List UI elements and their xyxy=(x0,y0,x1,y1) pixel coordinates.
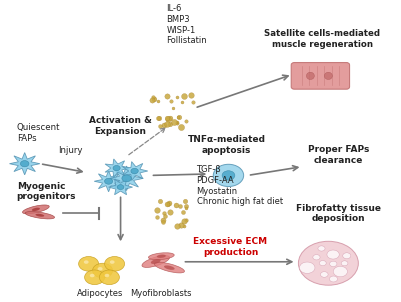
Text: Quiescent
FAPs: Quiescent FAPs xyxy=(17,123,60,143)
Circle shape xyxy=(320,272,328,277)
FancyArrowPatch shape xyxy=(43,164,82,173)
Text: Myogenic
progenitors: Myogenic progenitors xyxy=(17,182,76,201)
Text: Proper FAPs
clearance: Proper FAPs clearance xyxy=(308,145,369,165)
FancyArrowPatch shape xyxy=(118,197,123,239)
Circle shape xyxy=(319,261,326,266)
Ellipse shape xyxy=(148,253,174,260)
Ellipse shape xyxy=(25,212,55,219)
Text: Satellite cells-mediated
muscle regeneration: Satellite cells-mediated muscle regenera… xyxy=(264,29,381,49)
Ellipse shape xyxy=(154,262,184,273)
Ellipse shape xyxy=(164,265,175,270)
Circle shape xyxy=(122,175,131,182)
Circle shape xyxy=(110,260,115,264)
Text: Fibrofatty tissue
deposition: Fibrofatty tissue deposition xyxy=(296,204,381,223)
Ellipse shape xyxy=(142,255,170,268)
FancyArrowPatch shape xyxy=(185,259,292,264)
Text: Excessive ECM
production: Excessive ECM production xyxy=(193,237,267,257)
Circle shape xyxy=(93,263,113,278)
Circle shape xyxy=(20,161,29,167)
Circle shape xyxy=(105,256,125,271)
Circle shape xyxy=(213,164,244,187)
Circle shape xyxy=(341,261,348,266)
FancyArrowPatch shape xyxy=(250,166,298,175)
Circle shape xyxy=(79,256,99,271)
Polygon shape xyxy=(123,162,148,180)
Polygon shape xyxy=(10,153,40,175)
FancyArrowPatch shape xyxy=(153,172,205,177)
Circle shape xyxy=(85,270,105,284)
Circle shape xyxy=(300,262,315,273)
Ellipse shape xyxy=(306,72,314,79)
Text: Injury: Injury xyxy=(59,146,83,155)
Circle shape xyxy=(327,250,339,259)
Text: Myofibroblasts: Myofibroblasts xyxy=(130,290,191,298)
Circle shape xyxy=(313,255,320,260)
Text: IL-6
BMP3
WISP-1
Follistatin: IL-6 BMP3 WISP-1 Follistatin xyxy=(166,4,207,45)
Ellipse shape xyxy=(157,255,166,258)
Text: Adipocytes: Adipocytes xyxy=(77,290,124,298)
Circle shape xyxy=(84,260,89,264)
Ellipse shape xyxy=(35,214,44,217)
Circle shape xyxy=(330,276,338,282)
Circle shape xyxy=(117,185,124,190)
Ellipse shape xyxy=(32,208,40,211)
Polygon shape xyxy=(109,179,133,195)
Circle shape xyxy=(105,178,113,184)
Polygon shape xyxy=(105,159,130,177)
Text: Activation &
Expansion: Activation & Expansion xyxy=(89,116,152,136)
Polygon shape xyxy=(110,166,143,191)
Circle shape xyxy=(318,246,325,251)
Ellipse shape xyxy=(324,72,332,79)
Circle shape xyxy=(99,270,119,284)
Circle shape xyxy=(131,168,138,174)
Text: TGF-β
PDGF-AA
Myostatin
Chronic high fat diet: TGF-β PDGF-AA Myostatin Chronic high fat… xyxy=(196,165,283,206)
Polygon shape xyxy=(94,171,123,192)
FancyBboxPatch shape xyxy=(291,63,350,89)
Circle shape xyxy=(330,261,337,267)
FancyArrowPatch shape xyxy=(129,128,165,155)
Circle shape xyxy=(222,171,235,180)
Circle shape xyxy=(298,241,358,285)
Circle shape xyxy=(343,253,351,259)
Ellipse shape xyxy=(151,259,161,264)
FancyArrowPatch shape xyxy=(197,75,288,107)
Circle shape xyxy=(105,274,109,277)
Text: TNFα-mediated
apoptosis: TNFα-mediated apoptosis xyxy=(188,135,265,155)
Circle shape xyxy=(90,274,95,277)
Circle shape xyxy=(113,165,120,171)
Ellipse shape xyxy=(22,205,49,214)
Circle shape xyxy=(98,267,103,271)
Circle shape xyxy=(333,266,347,277)
